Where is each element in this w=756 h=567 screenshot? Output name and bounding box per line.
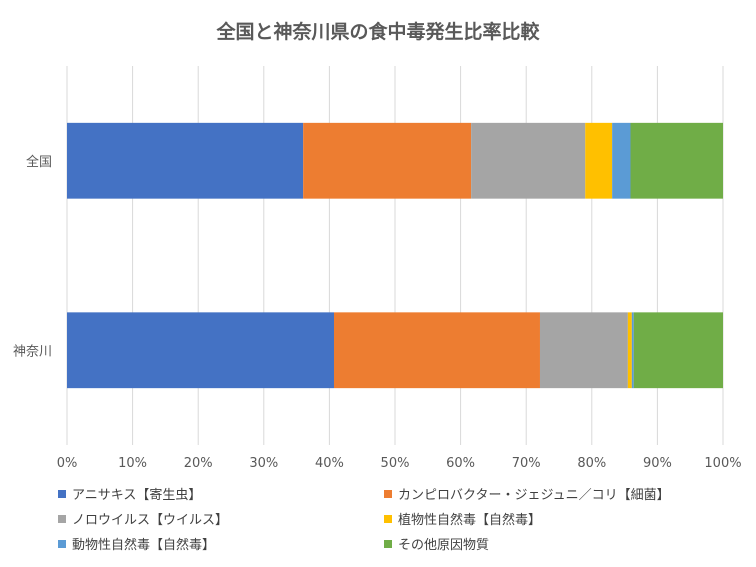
x-tick-label: 40% bbox=[315, 456, 344, 471]
x-tick-label: 70% bbox=[512, 456, 541, 471]
x-axis-ticks: 0% 10% 20% 30% 40% 50% 60% 70% 80% 90% 100% bbox=[57, 456, 742, 471]
x-tick-label: 80% bbox=[577, 456, 606, 471]
bar-segment-1-1 bbox=[333, 312, 540, 389]
x-tick-label: 20% bbox=[184, 456, 213, 471]
x-tick-label: 50% bbox=[381, 456, 410, 471]
bar-segment-1-0 bbox=[67, 312, 334, 389]
legend-item: 植物性自然毒【自然毒】 bbox=[384, 509, 541, 528]
bar-segment-0-3 bbox=[585, 122, 613, 199]
legend-item: アニサキス【寄生虫】 bbox=[58, 484, 201, 503]
legend-swatch bbox=[384, 514, 392, 523]
legend: アニサキス【寄生虫】 カンピロバクター・ジェジュニ／コリ【細菌】ノロウイルス【ウイ… bbox=[0, 480, 756, 560]
bar-segment-1-3 bbox=[627, 312, 632, 389]
x-tick-label: 0% bbox=[57, 456, 78, 471]
x-tick-label: 100% bbox=[704, 456, 741, 471]
legend-label: 植物性自然毒【自然毒】 bbox=[398, 513, 542, 528]
legend-item: カンピロバクター・ジェジュニ／コリ【細菌】 bbox=[384, 484, 670, 503]
category-label: 神奈川 bbox=[13, 344, 52, 359]
legend-label: アニサキス【寄生虫】 bbox=[72, 488, 202, 503]
bar-segment-0-4 bbox=[612, 122, 631, 199]
chart-title: 全国と神奈川県の食中毒発生比率比較 bbox=[215, 20, 540, 43]
bar-segment-0-0 bbox=[67, 122, 304, 199]
legend-item: 動物性自然毒【自然毒】 bbox=[58, 534, 215, 553]
bar-segment-0-2 bbox=[471, 122, 586, 199]
legend-item: その他原因物質 bbox=[384, 534, 489, 553]
legend-swatch bbox=[58, 489, 66, 498]
legend-label: 動物性自然毒【自然毒】 bbox=[72, 538, 216, 553]
bar-segment-1-2 bbox=[539, 312, 628, 389]
x-tick-label: 30% bbox=[249, 456, 278, 471]
bars bbox=[67, 122, 723, 389]
legend-label: ノロウイルス【ウイルス】 bbox=[72, 513, 229, 528]
x-tick-label: 10% bbox=[118, 456, 147, 471]
bar-segment-0-1 bbox=[303, 122, 472, 199]
bar-segment-1-4 bbox=[631, 312, 634, 389]
category-label: 全国 bbox=[26, 154, 52, 170]
x-tick-label: 60% bbox=[446, 456, 475, 471]
legend-label: その他原因物質 bbox=[398, 538, 490, 553]
bar-segment-0-5 bbox=[630, 122, 723, 199]
legend-swatch bbox=[58, 514, 66, 523]
bar-segment-1-5 bbox=[633, 312, 723, 389]
legend-swatch bbox=[58, 539, 66, 548]
legend-item: ノロウイルス【ウイルス】 bbox=[58, 509, 228, 528]
legend-swatch bbox=[384, 489, 392, 498]
x-tick-label: 90% bbox=[643, 456, 672, 471]
legend-label: カンピロバクター・ジェジュニ／コリ【細菌】 bbox=[398, 488, 670, 503]
legend-swatch bbox=[384, 539, 392, 548]
